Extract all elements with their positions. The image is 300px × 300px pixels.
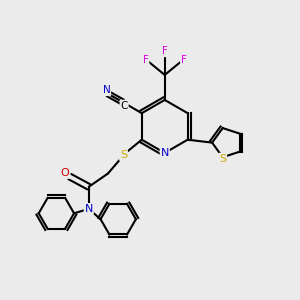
Text: F: F [162,46,168,56]
Text: C: C [120,100,128,110]
Text: S: S [120,150,127,160]
Text: N: N [160,148,169,158]
Text: F: F [142,55,148,65]
Text: N: N [85,204,93,214]
Text: N: N [103,85,110,95]
Text: F: F [181,55,187,65]
Text: O: O [61,168,70,178]
Text: S: S [219,154,226,164]
